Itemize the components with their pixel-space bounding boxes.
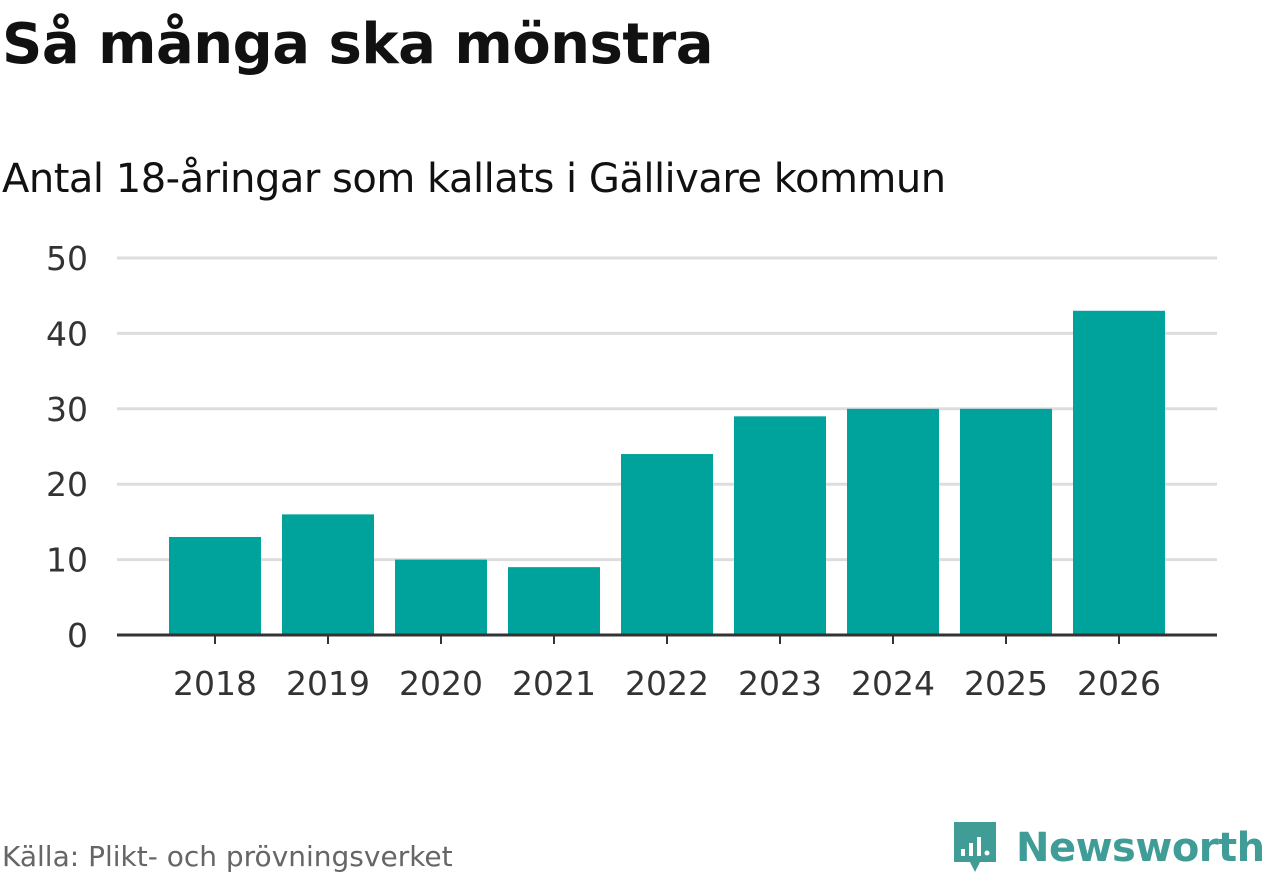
x-tick-label: 2025 bbox=[964, 664, 1048, 703]
brand-name: Newsworthy bbox=[1016, 825, 1262, 871]
x-tick-label: 2023 bbox=[738, 664, 822, 703]
x-tick-label: 2020 bbox=[399, 664, 483, 703]
chart-title: Så många ska mönstra bbox=[2, 12, 714, 77]
bars bbox=[169, 310, 1165, 635]
bar bbox=[960, 408, 1052, 635]
x-tick-label: 2021 bbox=[512, 664, 596, 703]
bar bbox=[395, 559, 487, 635]
bar bbox=[621, 454, 713, 635]
bar bbox=[169, 536, 261, 635]
x-tick-label: 2024 bbox=[851, 664, 935, 703]
x-tick-label: 2026 bbox=[1077, 664, 1161, 703]
bar bbox=[847, 408, 939, 635]
y-tick-label: 50 bbox=[46, 239, 88, 278]
y-tick-label: 0 bbox=[67, 616, 88, 655]
bar bbox=[508, 567, 600, 635]
y-tick-label: 30 bbox=[46, 390, 88, 429]
bar bbox=[1073, 310, 1165, 635]
x-tick-label: 2018 bbox=[173, 664, 257, 703]
newsworthy-logo-icon bbox=[954, 822, 996, 872]
y-tick-label: 20 bbox=[46, 465, 88, 504]
source-note: Källa: Plikt- och prövningsverket bbox=[2, 840, 453, 873]
bar-chart: 0 10 20 30 40 50 2018 2019 2020 2021 2022 2023 2024 2… bbox=[46, 239, 1217, 703]
bar bbox=[734, 416, 826, 635]
bar bbox=[282, 514, 374, 635]
y-tick-label: 40 bbox=[46, 314, 88, 353]
x-tick-label: 2019 bbox=[286, 664, 370, 703]
x-tick-label: 2022 bbox=[625, 664, 709, 703]
y-tick-label: 10 bbox=[46, 541, 88, 580]
axes: 0 10 20 30 40 50 2018 2019 2020 2021 2022 2023 2024 2… bbox=[46, 239, 1217, 703]
brand: Newsworthy bbox=[950, 818, 1262, 878]
chart-subtitle: Antal 18-åringar som kallats i Gällivare… bbox=[2, 156, 946, 202]
